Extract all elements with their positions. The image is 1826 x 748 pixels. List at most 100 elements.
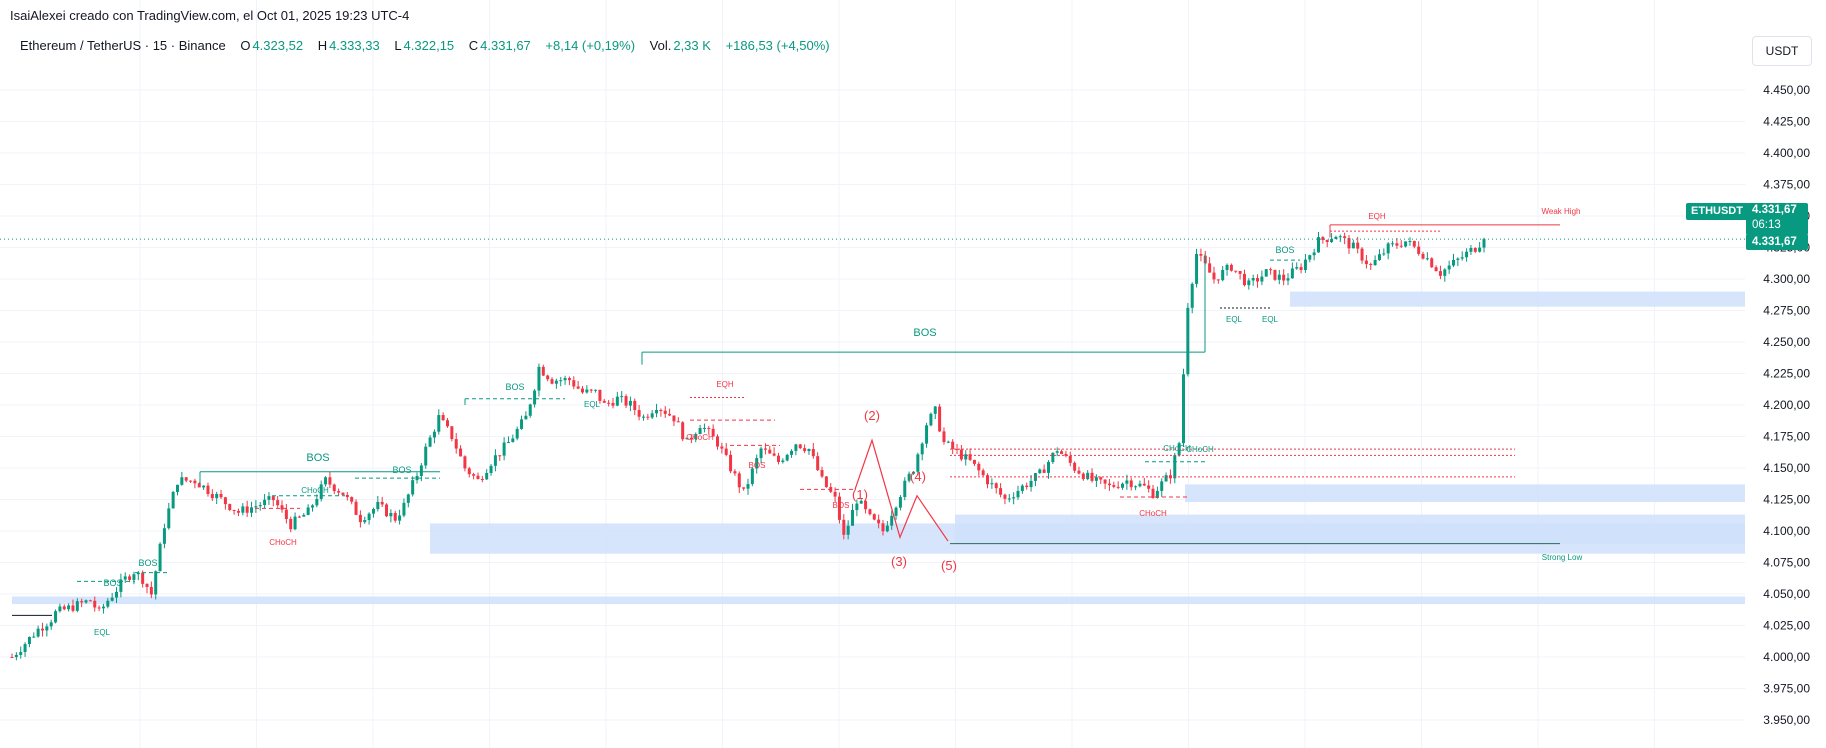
candle-body xyxy=(615,396,619,406)
candle-body xyxy=(1181,374,1185,444)
candle-body xyxy=(80,601,84,603)
candle-body xyxy=(977,463,981,471)
candle-body xyxy=(1460,257,1464,259)
candle-body xyxy=(1173,455,1177,479)
candle-body xyxy=(925,425,929,444)
candle-body xyxy=(67,605,71,610)
candle-body xyxy=(729,454,733,472)
candle-body xyxy=(228,504,232,511)
candle-body xyxy=(1238,271,1242,274)
candle-body xyxy=(938,406,942,432)
price-tag-value: 4.331,67 xyxy=(1752,204,1797,216)
chart-annotation-label: BOS xyxy=(1275,245,1294,255)
candle-body xyxy=(472,474,476,476)
low-label: L xyxy=(394,38,402,53)
candle-body xyxy=(724,448,728,455)
candle-body xyxy=(833,491,837,497)
candle-body xyxy=(859,500,863,504)
candle-body xyxy=(842,519,846,535)
candle-body xyxy=(441,415,445,421)
candle-body xyxy=(1160,481,1164,491)
candle-body xyxy=(267,496,271,500)
candle-body xyxy=(328,477,332,485)
candle-body xyxy=(790,450,794,455)
open-label: O xyxy=(240,38,251,53)
candle-body xyxy=(184,477,188,481)
high-value: 4.333,33 xyxy=(329,38,380,53)
candle-body xyxy=(167,508,171,529)
candle-body xyxy=(297,516,301,518)
candle-body xyxy=(816,456,820,471)
chart-annotation-label: BOS xyxy=(306,452,329,464)
y-axis-tick-label: 4.300,00 xyxy=(1763,272,1810,286)
candle-body xyxy=(1103,479,1107,484)
candle-body xyxy=(877,519,881,524)
candle-body xyxy=(1412,241,1416,247)
candle-body xyxy=(711,428,715,437)
candle-body xyxy=(1452,259,1456,266)
y-axis-tick-label: 4.000,00 xyxy=(1763,650,1810,664)
candle-body xyxy=(646,416,650,418)
candle-body xyxy=(1046,462,1050,473)
y-axis-tick-label: 4.450,00 xyxy=(1763,83,1810,97)
bar-countdown: 06:13 xyxy=(1752,219,1781,231)
candle-body xyxy=(1482,239,1486,248)
candle-body xyxy=(132,574,136,580)
candle-body xyxy=(1277,274,1281,280)
candle-body xyxy=(1382,253,1386,255)
candle-body xyxy=(36,628,40,637)
candle-body xyxy=(402,502,406,516)
candle-body xyxy=(641,416,645,418)
candle-body xyxy=(1138,483,1142,487)
candle-body xyxy=(206,485,210,494)
candle-body xyxy=(881,523,885,532)
candle-body xyxy=(276,500,280,506)
candle-body xyxy=(746,484,750,489)
chart-annotation-label: EQL xyxy=(94,628,111,637)
symbol-name[interactable]: Ethereum / TetherUS · 15 · Binance xyxy=(20,38,226,53)
candle-body xyxy=(1391,243,1395,245)
candle-body xyxy=(1408,241,1412,243)
y-axis-tick-label: 4.225,00 xyxy=(1763,367,1810,381)
candle-body xyxy=(986,475,990,485)
candle-body xyxy=(40,628,44,631)
candle-body xyxy=(1064,453,1068,456)
candle-body xyxy=(432,431,436,438)
candle-body xyxy=(493,455,497,466)
candle-body xyxy=(964,454,968,460)
candle-body xyxy=(1121,483,1125,488)
candle-body xyxy=(236,510,240,513)
y-axis-tick-label: 4.125,00 xyxy=(1763,493,1810,507)
candle-body xyxy=(1404,241,1408,247)
candle-body xyxy=(1430,258,1434,268)
currency-button[interactable]: USDT xyxy=(1752,36,1812,66)
candle-body xyxy=(602,400,606,403)
candle-body xyxy=(315,499,319,506)
candle-body xyxy=(480,478,484,480)
last-price-label: 4.331,67 xyxy=(1746,234,1808,250)
candle-body xyxy=(398,515,402,521)
candle-body xyxy=(1395,243,1399,246)
candle-body xyxy=(1465,251,1469,258)
candle-body xyxy=(419,465,423,476)
candle-body xyxy=(942,431,946,443)
candle-body xyxy=(32,636,36,638)
candle-body xyxy=(524,415,528,420)
candle-body xyxy=(1147,485,1151,489)
candle-body xyxy=(1090,472,1094,481)
candle-body xyxy=(620,396,624,398)
candle-body xyxy=(663,410,667,414)
candle-body xyxy=(572,380,576,387)
chart-annotation-label: BOS xyxy=(505,382,524,392)
candle-body xyxy=(428,437,432,447)
candle-body xyxy=(406,494,410,503)
candle-body xyxy=(171,491,175,509)
y-axis-tick-label: 4.375,00 xyxy=(1763,178,1810,192)
chart-annotation-label: CHoCH xyxy=(1139,509,1167,518)
candle-body xyxy=(567,378,571,381)
candle-body xyxy=(607,402,611,404)
candle-body xyxy=(367,513,371,520)
high-label: H xyxy=(317,38,328,53)
candle-body xyxy=(1299,267,1303,270)
